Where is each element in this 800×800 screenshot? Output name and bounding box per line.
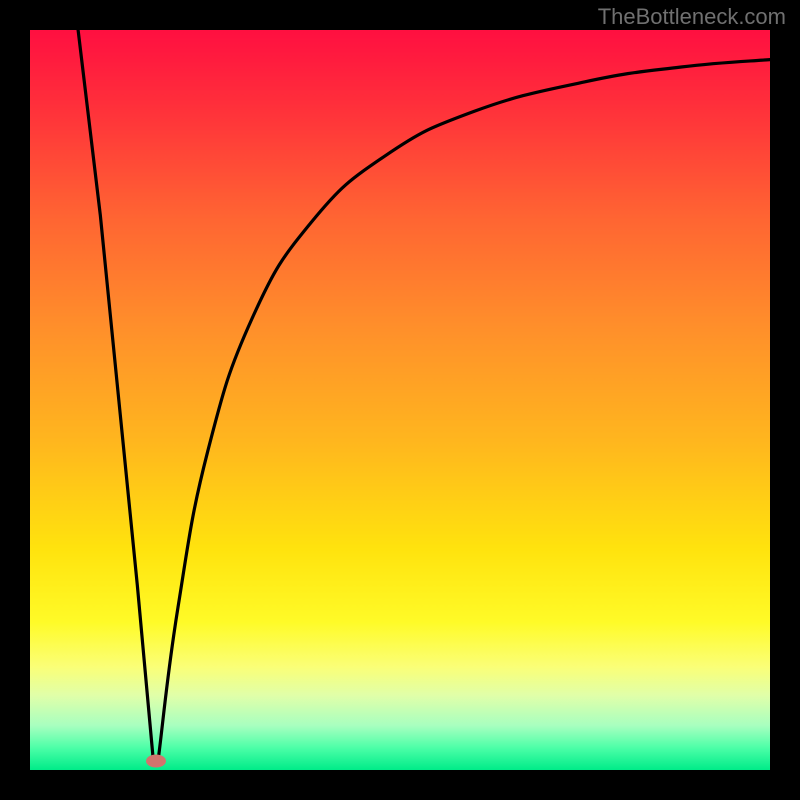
curve-right-arm	[159, 60, 770, 756]
chart-frame: TheBottleneck.com	[0, 0, 800, 800]
bottleneck-curve	[30, 30, 770, 770]
optimal-point-marker	[146, 755, 166, 768]
curve-left-arm	[78, 30, 153, 755]
chart-canvas	[30, 30, 770, 770]
watermark-text: TheBottleneck.com	[598, 4, 786, 30]
